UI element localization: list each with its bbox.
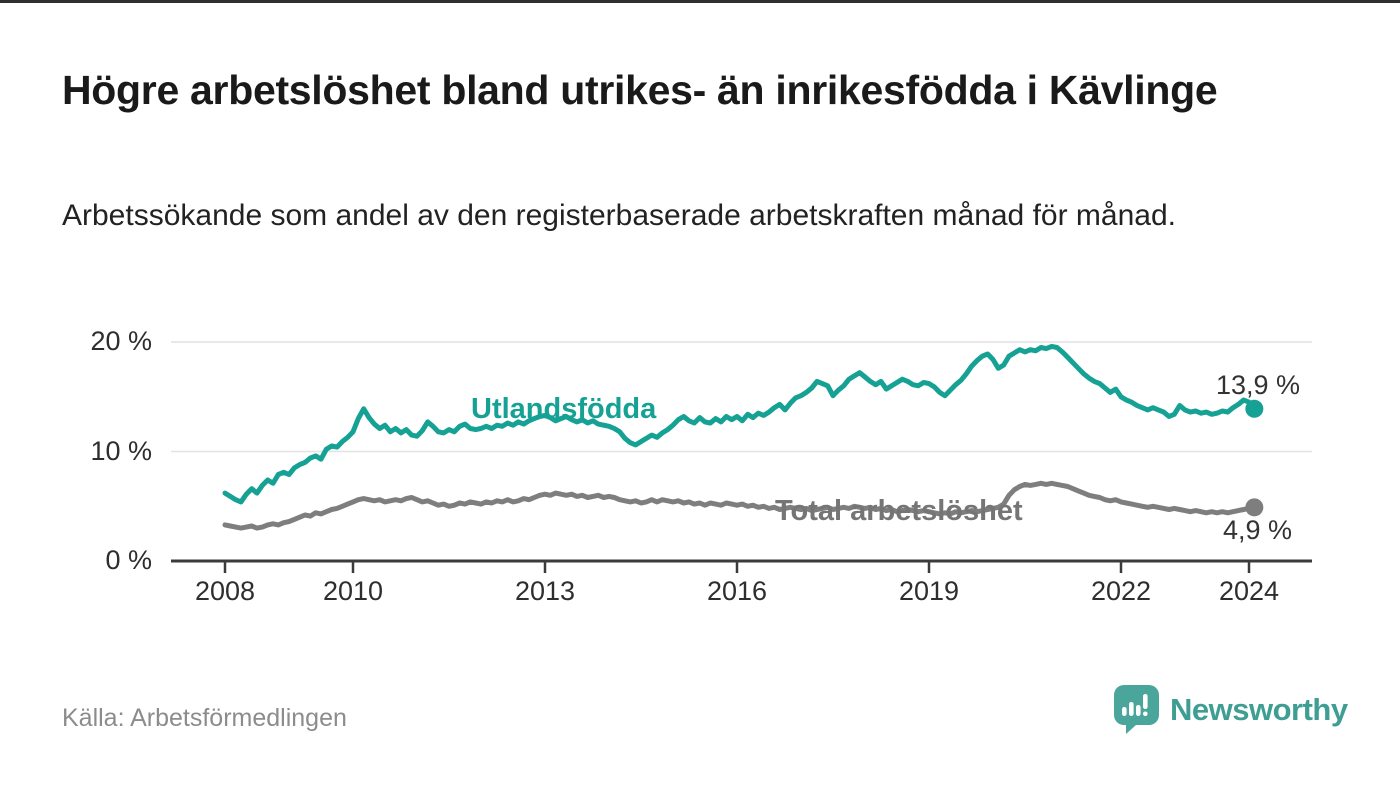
y-tick-label: 0 %: [105, 545, 152, 575]
logo-exclamation-dot: [1143, 711, 1148, 717]
x-tick-label: 2008: [194, 576, 256, 606]
x-tick-label: 2024: [1218, 576, 1280, 606]
gridlines: [171, 341, 1312, 453]
newsworthy-logo: Newsworthy: [1113, 684, 1348, 735]
logo-bar-3: [1136, 705, 1141, 716]
y-tick-label: 10 %: [90, 435, 152, 466]
end-value-label-total: 4,9 %: [1223, 515, 1293, 545]
page-subtitle: Arbetssökande som andel av den registerb…: [62, 199, 1176, 232]
newsworthy-logo-icon: [1114, 685, 1159, 734]
chart-series: [222, 343, 1264, 531]
x-tick-label: 2019: [898, 576, 960, 606]
series-line-utlandsf-dda: [222, 343, 1257, 505]
x-tick-label: 2022: [1090, 576, 1152, 606]
logo-exclamation-bar: [1143, 694, 1148, 709]
x-tick-label: 2013: [514, 576, 576, 606]
series-label-utlandsfodda: Utlandsfödda: [471, 393, 657, 425]
series-label-total-arbetsloshet: Total arbetslöshet: [775, 495, 1023, 527]
x-tick-label: 2016: [706, 576, 768, 606]
y-tick-label: 20 %: [90, 326, 152, 356]
x-axis: [171, 559, 1312, 573]
top-border: [0, 0, 1400, 3]
source-note: Källa: Arbetsförmedlingen: [62, 704, 347, 732]
series-end-dot: [1245, 498, 1264, 517]
page-title: Högre arbetslöshet bland utrikes- än inr…: [62, 67, 1218, 113]
end-value-label-utlandsfodda: 13,9 %: [1216, 370, 1301, 400]
series-line-total-arbetsl-shet: [222, 480, 1257, 531]
logo-bar-2: [1129, 702, 1134, 716]
logo-bar-1: [1122, 707, 1127, 716]
newsworthy-logo-text: Newsworthy: [1170, 691, 1348, 727]
series-end-dot: [1245, 399, 1264, 418]
x-tick-label: 2010: [322, 576, 384, 606]
